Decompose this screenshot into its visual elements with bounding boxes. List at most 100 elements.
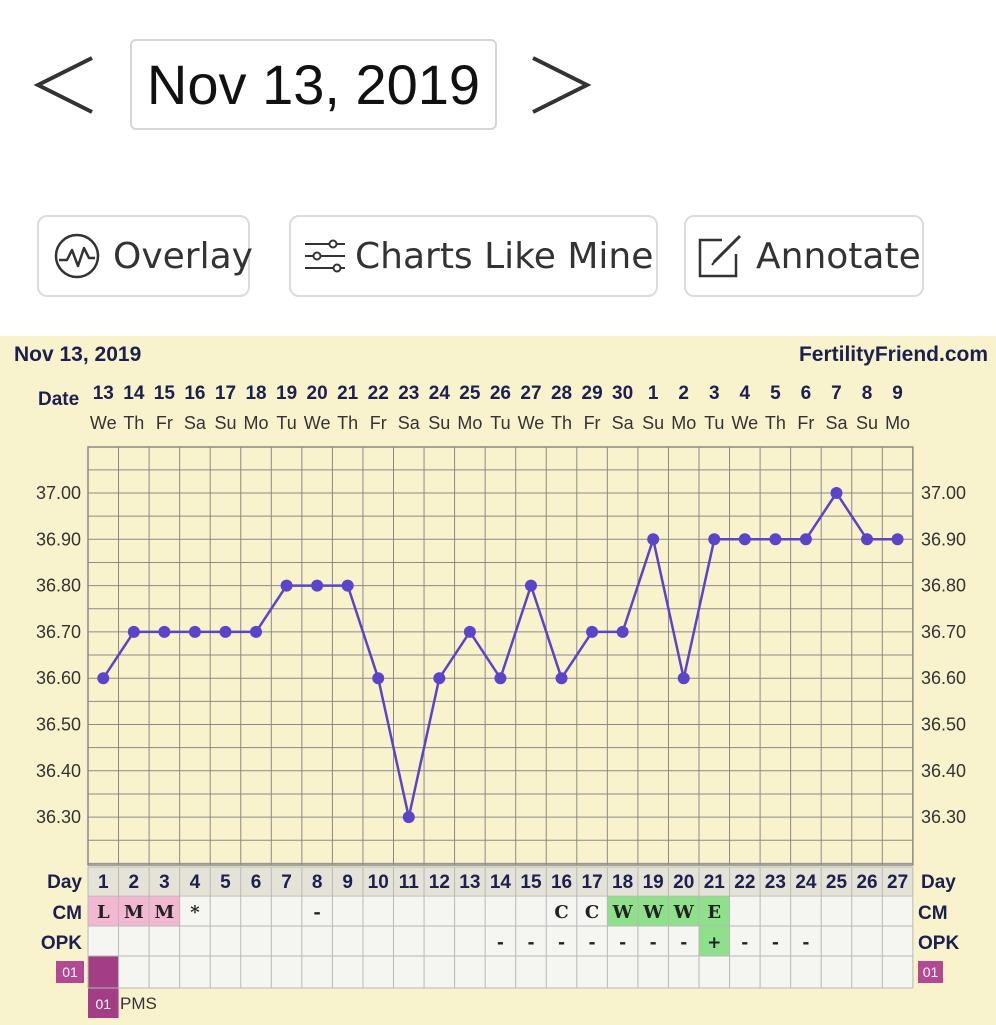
fertility-chart: Nov 13, 2019 FertilityFriend.com Date 13 We 1…	[0, 336, 996, 1025]
weekday-tick: Mo	[457, 413, 482, 433]
temperature-point	[97, 672, 110, 685]
temperature-point	[830, 487, 843, 499]
cycle-day: 10	[368, 872, 389, 893]
temperature-point	[861, 533, 874, 546]
overlay-label: Overlay	[113, 235, 253, 277]
date-tick: 26	[490, 383, 511, 404]
cycle-day: 21	[704, 872, 726, 893]
date-row-label: Date	[38, 389, 79, 410]
weekday-tick: We	[731, 413, 758, 433]
temperature-point	[677, 672, 690, 685]
cycle-day: 1	[98, 872, 109, 893]
cm-value: -	[313, 902, 320, 923]
y-tick-left: 36.80	[36, 576, 81, 596]
date-tick: 24	[429, 383, 451, 404]
cm-value: *	[190, 902, 200, 923]
weekday-tick: We	[304, 413, 331, 433]
y-tick-left: 36.30	[36, 807, 81, 827]
tag-note-marker	[88, 988, 119, 1018]
date-tick: 1	[648, 383, 659, 404]
cm-cell-fill	[88, 896, 119, 926]
cycle-day: 23	[765, 872, 786, 893]
opk-value: -	[558, 933, 565, 953]
chevron-left-icon	[33, 56, 93, 114]
temperature-point	[219, 625, 232, 638]
tag-note-text: PMS	[120, 994, 157, 1013]
temperature-point	[494, 672, 507, 685]
weekday-tick: Mo	[671, 413, 696, 433]
cm-cell-fill	[149, 896, 180, 926]
tag-badge-left-text: 01	[62, 964, 78, 980]
temperature-point	[250, 625, 263, 638]
cycle-day: 13	[459, 872, 480, 893]
date-tick: 13	[93, 383, 114, 404]
period-cell	[88, 956, 119, 988]
tag-badge-left	[56, 961, 84, 983]
cm-cell-fill	[607, 896, 638, 926]
y-tick-right: 37.00	[921, 483, 966, 503]
date-tick: 6	[801, 383, 812, 404]
temperature-point	[433, 672, 446, 685]
date-tick: 21	[337, 383, 359, 404]
date-tick: 27	[520, 383, 541, 404]
cm-value: M	[124, 902, 144, 923]
opk-cell-fill	[699, 926, 730, 956]
cycle-day: 14	[490, 872, 512, 893]
temperature-point	[799, 533, 812, 546]
annotate-label: Annotate	[756, 235, 921, 277]
opk-value: -	[741, 933, 748, 953]
charts-like-mine-button[interactable]: Charts Like Mine	[289, 215, 658, 297]
cycle-day: 25	[826, 872, 848, 893]
cm-cell-fill	[699, 896, 730, 926]
opk-value: -	[527, 933, 534, 953]
weekday-tick: Mo	[885, 413, 910, 433]
temperature-point	[188, 625, 201, 638]
temperature-point	[372, 672, 385, 685]
cm-cell-fill	[668, 896, 699, 926]
cm-row-label-left: CM	[52, 903, 82, 924]
date-tick: 15	[154, 383, 176, 404]
temperature-point	[341, 579, 354, 592]
date-tick: 17	[215, 383, 236, 404]
weekday-tick: Th	[123, 413, 144, 433]
day-row-label-right: Day	[921, 872, 956, 893]
chart-title: Nov 13, 2019	[14, 343, 141, 366]
cm-value: M	[154, 902, 174, 923]
opk-value: +	[707, 933, 721, 953]
weekday-tick: Mo	[244, 413, 269, 433]
temperature-point	[524, 579, 537, 592]
plot-frame	[87, 446, 914, 866]
sliders-icon	[305, 239, 345, 273]
tag-badge-right	[918, 961, 943, 983]
cycle-day: 4	[190, 872, 201, 893]
temperature-point	[647, 533, 660, 546]
date-tick: 4	[740, 383, 751, 404]
temperature-point	[463, 625, 476, 638]
weekday-tick: Tu	[276, 413, 296, 433]
overlay-button[interactable]: Overlay	[37, 215, 253, 297]
weekday-tick: Fr	[370, 413, 387, 433]
date-tick: 16	[184, 383, 205, 404]
weekday-tick: Sa	[612, 413, 635, 433]
date-selector[interactable]: Nov 13, 2019	[130, 39, 497, 130]
day-row-label-left: Day	[47, 872, 82, 893]
temperature-point	[280, 579, 293, 592]
annotate-button[interactable]: Annotate	[684, 215, 924, 297]
date-tick: 9	[892, 383, 903, 404]
edit-icon	[698, 234, 742, 278]
temperature-point	[891, 533, 904, 546]
cycle-day: 7	[281, 872, 292, 893]
date-tick: 22	[368, 383, 389, 404]
weekday-tick: Su	[428, 413, 450, 433]
date-tick: 3	[709, 383, 720, 404]
previous-date-button[interactable]	[30, 50, 100, 120]
cycle-day: 16	[551, 872, 572, 893]
next-date-button[interactable]	[525, 50, 595, 120]
tag-note-code: 01	[95, 996, 111, 1012]
date-tick: 8	[862, 383, 873, 404]
y-tick-left: 36.40	[36, 761, 81, 781]
overlay-chart-icon	[54, 233, 100, 279]
day-row-bg	[88, 867, 913, 895]
y-tick-right: 36.40	[921, 761, 966, 781]
table-bg	[88, 896, 913, 988]
